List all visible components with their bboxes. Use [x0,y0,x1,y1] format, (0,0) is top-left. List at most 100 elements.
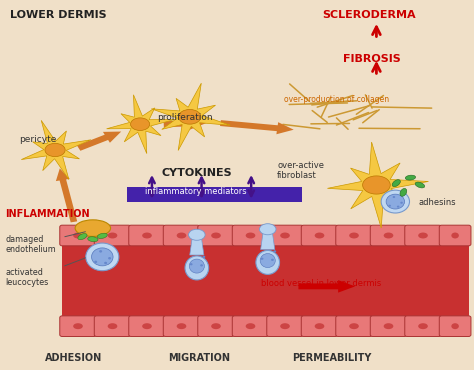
Ellipse shape [405,175,416,180]
Ellipse shape [88,237,98,242]
FancyBboxPatch shape [267,316,303,336]
Text: adhesins: adhesins [419,198,456,207]
FancyBboxPatch shape [198,225,234,246]
Text: CYTOKINES: CYTOKINES [161,168,232,178]
Text: over-active
fibroblast: over-active fibroblast [277,161,324,181]
Text: MIGRATION: MIGRATION [168,353,230,363]
Ellipse shape [280,323,290,329]
FancyBboxPatch shape [405,225,441,246]
FancyBboxPatch shape [94,316,131,336]
FancyBboxPatch shape [439,225,471,246]
FancyBboxPatch shape [267,225,303,246]
Ellipse shape [99,250,102,253]
Ellipse shape [246,323,255,329]
Ellipse shape [386,194,404,209]
Polygon shape [21,120,91,179]
Ellipse shape [177,323,186,329]
Ellipse shape [381,190,410,213]
Ellipse shape [45,143,65,157]
Ellipse shape [94,260,97,263]
Ellipse shape [261,258,264,260]
Text: damaged
endothelium: damaged endothelium [5,235,56,254]
Text: INFLAMMATION: INFLAMMATION [5,209,90,219]
Ellipse shape [179,110,201,124]
Ellipse shape [246,232,255,239]
Ellipse shape [349,232,359,239]
Bar [62,228,469,334]
FancyBboxPatch shape [405,316,441,336]
Ellipse shape [73,323,83,329]
Text: inflammatory mediators: inflammatory mediators [145,187,246,196]
Ellipse shape [397,206,400,208]
Ellipse shape [190,263,192,265]
Ellipse shape [388,205,391,207]
Ellipse shape [177,232,186,239]
Ellipse shape [400,202,403,204]
Ellipse shape [211,232,221,239]
Ellipse shape [383,323,393,329]
Ellipse shape [73,232,83,239]
Ellipse shape [185,256,209,280]
Polygon shape [220,120,294,134]
FancyBboxPatch shape [301,316,338,336]
FancyBboxPatch shape [60,225,96,246]
Text: SCLERODERMA: SCLERODERMA [322,10,416,20]
Ellipse shape [349,323,359,329]
FancyBboxPatch shape [129,316,165,336]
Ellipse shape [97,233,107,239]
Ellipse shape [383,232,393,239]
Ellipse shape [200,264,203,266]
Ellipse shape [280,232,290,239]
FancyBboxPatch shape [439,316,471,336]
Ellipse shape [451,232,459,239]
FancyBboxPatch shape [163,316,200,336]
FancyBboxPatch shape [163,225,200,246]
Ellipse shape [75,220,110,236]
Ellipse shape [315,232,324,239]
Ellipse shape [130,118,150,131]
Ellipse shape [418,323,428,329]
FancyBboxPatch shape [198,316,234,336]
FancyBboxPatch shape [129,225,165,246]
Ellipse shape [415,182,425,188]
FancyBboxPatch shape [60,316,96,336]
Ellipse shape [260,253,275,268]
Text: LOWER DERMIS: LOWER DERMIS [10,10,107,20]
Ellipse shape [142,323,152,329]
Ellipse shape [259,224,276,235]
Polygon shape [328,142,428,228]
Ellipse shape [78,233,87,240]
Text: over-production of collagen: over-production of collagen [284,95,389,104]
Ellipse shape [392,196,395,198]
Ellipse shape [392,180,401,186]
Ellipse shape [256,250,280,275]
Text: activated
leucocytes: activated leucocytes [5,268,49,287]
Ellipse shape [104,262,107,264]
Ellipse shape [202,256,205,258]
Ellipse shape [400,188,407,196]
Ellipse shape [451,323,459,329]
FancyBboxPatch shape [336,316,372,336]
Ellipse shape [273,250,276,252]
Ellipse shape [142,232,152,239]
Ellipse shape [418,232,428,239]
FancyBboxPatch shape [232,316,269,336]
FancyBboxPatch shape [370,316,407,336]
Polygon shape [151,83,230,151]
Ellipse shape [86,243,119,271]
Polygon shape [77,132,121,151]
Ellipse shape [91,248,113,266]
Polygon shape [261,233,275,249]
Ellipse shape [363,176,390,194]
FancyBboxPatch shape [301,225,338,246]
FancyBboxPatch shape [94,225,131,246]
FancyBboxPatch shape [128,187,302,202]
FancyBboxPatch shape [370,225,407,246]
FancyBboxPatch shape [336,225,372,246]
Polygon shape [190,238,204,255]
Text: proliferation: proliferation [156,113,212,122]
Polygon shape [299,280,355,293]
Text: blood vessel in lower dermis: blood vessel in lower dermis [261,279,381,288]
Polygon shape [107,95,176,154]
Ellipse shape [271,259,274,261]
